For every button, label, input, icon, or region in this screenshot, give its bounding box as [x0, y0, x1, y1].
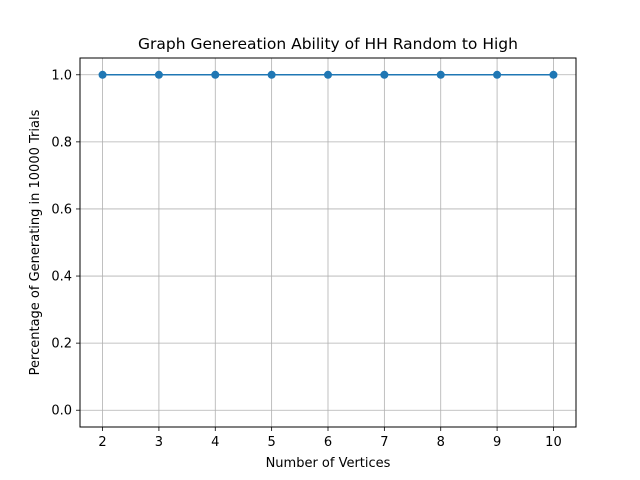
tick-layer: 2 3 4 5 6 7 8 9 10 0.0 0.2 0.4 0.6 0.8 1.0 [51, 68, 561, 450]
x-tick-label: 10 [545, 435, 562, 450]
y-axis-label: Percentage of Generating in 10000 Trials [28, 109, 43, 375]
series-layer [98, 70, 558, 79]
y-tick-label: 0.2 [51, 337, 72, 352]
data-point [267, 70, 276, 79]
data-point [154, 70, 163, 79]
x-tick-label: 3 [155, 435, 163, 450]
x-axis-label: Number of Vertices [266, 456, 391, 471]
data-point [493, 70, 502, 79]
y-tick-label: 0.0 [51, 404, 72, 419]
x-tick-label: 8 [437, 435, 445, 450]
y-tick-label: 0.4 [51, 270, 72, 285]
x-tick-label: 4 [211, 435, 219, 450]
y-tick-label: 1.0 [51, 68, 72, 83]
data-point [211, 70, 220, 79]
data-point [549, 70, 558, 79]
data-point [436, 70, 445, 79]
y-tick-label: 0.8 [51, 135, 72, 150]
y-tick-label: 0.6 [51, 202, 72, 217]
x-tick-label: 6 [324, 435, 332, 450]
data-point [324, 70, 332, 79]
chart-title: Graph Genereation Ability of HH Random t… [138, 35, 518, 53]
data-point [98, 70, 107, 79]
x-tick-label: 7 [380, 435, 388, 450]
x-tick-label: 9 [493, 435, 501, 450]
x-tick-label: 2 [98, 435, 106, 450]
data-point [380, 70, 389, 79]
x-tick-label: 5 [267, 435, 275, 450]
grid-layer [80, 58, 576, 427]
